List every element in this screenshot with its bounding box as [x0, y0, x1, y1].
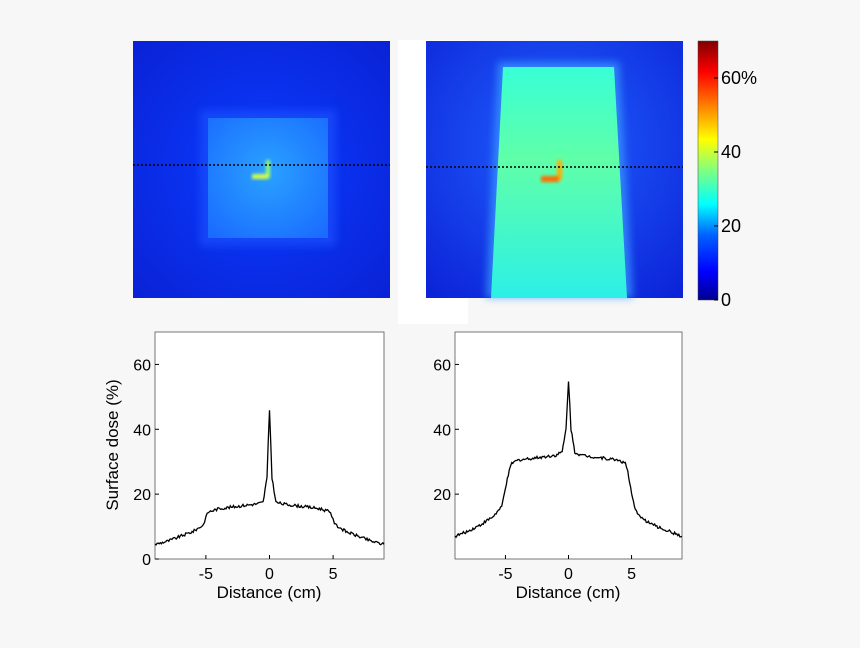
- line-plot-left-ytick-label: 0: [142, 552, 151, 569]
- line-plot-right: -5 0 5 20 40 60 Distance (cm): [433, 331, 683, 602]
- heatmap-left-hotspot: [252, 160, 270, 179]
- line-plot-right-series: [454, 381, 683, 539]
- line-plot-left-series: [154, 410, 385, 546]
- line-plot-right-xtick-label: 5: [627, 566, 636, 583]
- line-plot-right-ytick-label: 60: [433, 357, 451, 374]
- line-plot-left-xtick-label: 0: [265, 566, 274, 583]
- line-plot-left-ytick-label: 20: [133, 487, 151, 504]
- heatmap-left: [133, 41, 390, 298]
- colorbar-gradient: [697, 40, 719, 301]
- line-plot-left-axes: [154, 331, 385, 560]
- line-plot-right-ytick-label: 20: [433, 487, 451, 504]
- line-plot-right-xtick-label: 0: [564, 566, 573, 583]
- line-plot-left-ylabel: Surface dose (%): [103, 379, 122, 510]
- line-plot-left-xlabel: Distance (cm): [217, 583, 322, 602]
- line-plot-left: -5 0 5 0 20 40 60 Distance (cm) Surface dose (…: [103, 331, 385, 602]
- colorbar-tick-label: 60%: [721, 68, 757, 88]
- line-plot-right-axes: [454, 331, 683, 560]
- line-plot-right-xlabel: Distance (cm): [516, 583, 621, 602]
- line-plot-right-xtick-label: -5: [498, 566, 512, 583]
- line-plot-left-xtick-label: 5: [329, 566, 338, 583]
- colorbar-ticks: 0 20 40 60%: [714, 68, 757, 310]
- colorbar-tick-label: 20: [721, 216, 741, 236]
- line-plot-left-ticks: -5 0 5 0 20 40 60: [133, 357, 337, 583]
- colorbar-tick-label: 0: [721, 290, 731, 310]
- colorbar: 0 20 40 60%: [697, 40, 757, 310]
- heatmap-right-hotspot: [541, 160, 562, 182]
- colorbar-tick-label: 40: [721, 142, 741, 162]
- line-plot-left-ytick-label: 60: [133, 357, 151, 374]
- line-plot-right-ytick-label: 40: [433, 422, 451, 439]
- heatmap-right-field: [491, 67, 627, 298]
- line-plot-left-xtick-label: -5: [199, 566, 213, 583]
- line-plot-right-ticks: -5 0 5 20 40 60: [433, 357, 636, 583]
- line-plot-left-ytick-label: 40: [133, 422, 151, 439]
- heatmap-right: [426, 41, 683, 298]
